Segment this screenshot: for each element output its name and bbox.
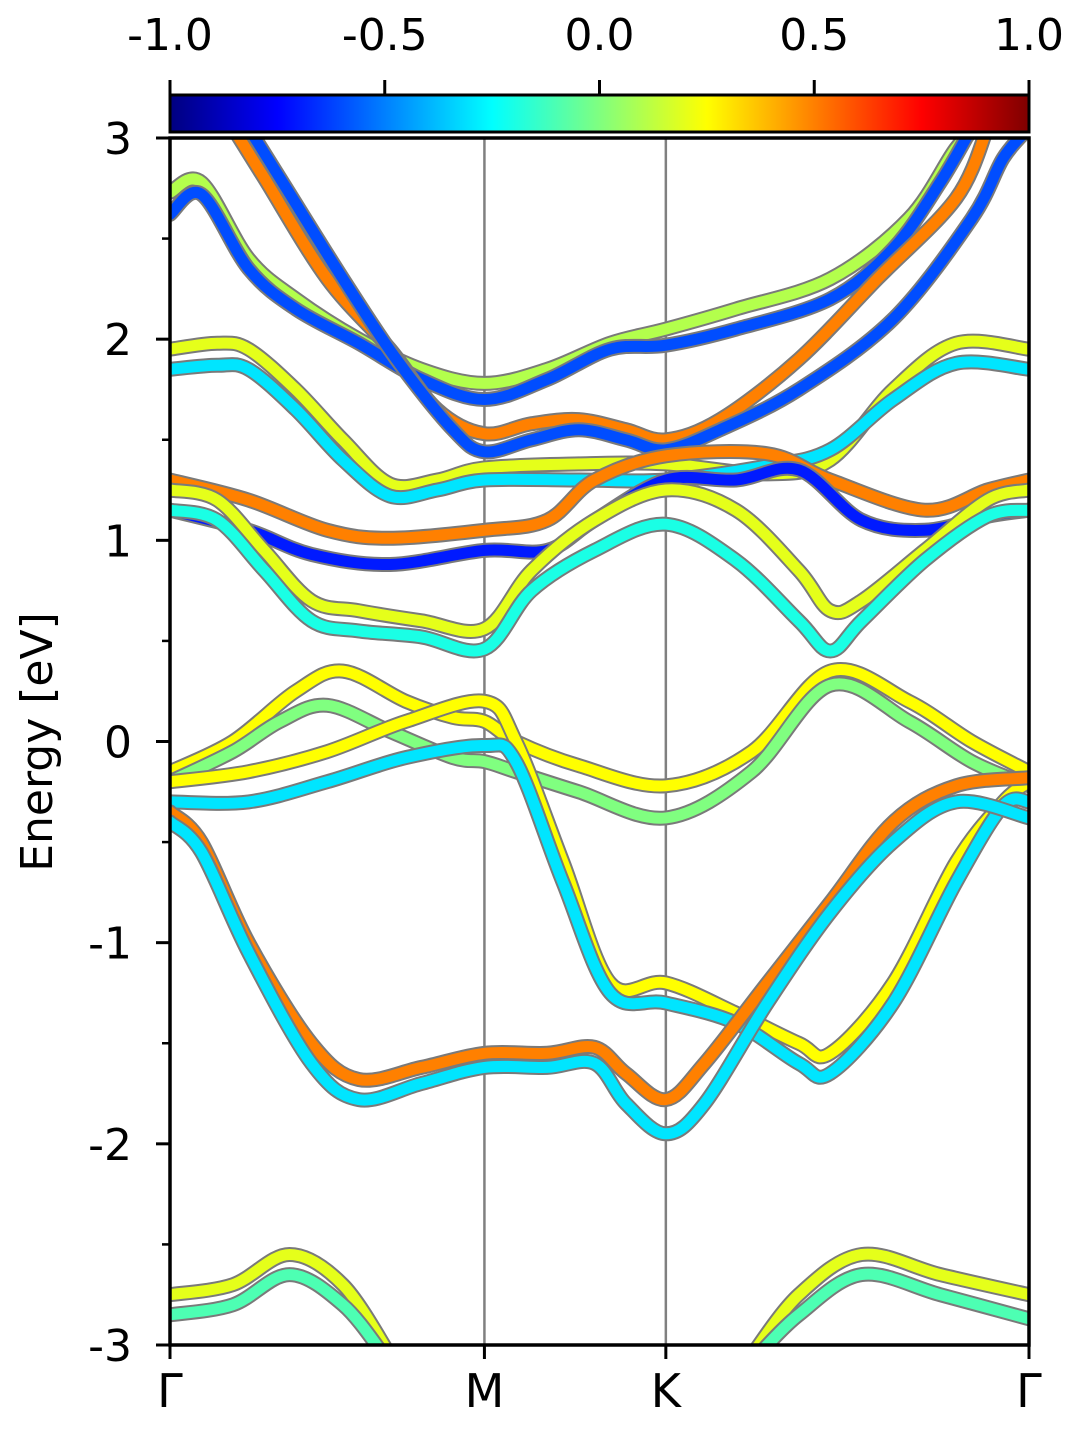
band-line	[170, 1249, 391, 1345]
colorbar-ticks: -1.0 -0.5 0.0 0.5 1.0	[127, 10, 1064, 95]
y-tick-label: 0	[104, 718, 132, 769]
colorbar-tick-label: 1.0	[994, 10, 1064, 61]
y-axis: 3 2 1 0 -1 -2 -3	[88, 114, 170, 1372]
y-tick-label: 2	[104, 315, 132, 366]
colorbar-tick-label: 0.5	[779, 10, 849, 61]
band-outline	[246, 138, 1029, 460]
band-line	[170, 356, 1029, 504]
x-tick-label: Γ	[157, 1364, 183, 1418]
band-line	[752, 1248, 1029, 1345]
band-line	[248, 138, 1027, 458]
band-line	[170, 695, 1029, 1063]
band-line	[170, 1269, 384, 1345]
band-line	[170, 739, 1029, 1083]
band-line	[170, 795, 1029, 1140]
x-tick-label: K	[651, 1364, 683, 1418]
colorbar-tick-label: -0.5	[342, 10, 428, 61]
y-tick-label: 1	[104, 516, 132, 567]
y-tick-label: -2	[88, 1120, 132, 1171]
x-tick-label: M	[465, 1364, 505, 1418]
band-line	[170, 446, 1029, 544]
y-tick-label: 3	[104, 114, 132, 165]
colorbar-gradient	[168, 93, 1031, 134]
bands	[170, 138, 1029, 1345]
band-line	[232, 138, 990, 446]
band-line	[170, 678, 1029, 824]
y-axis-label: Energy [eV]	[12, 612, 63, 872]
band-line	[170, 484, 1029, 638]
plot-area	[168, 136, 1031, 1347]
colorbar: -1.0 -0.5 0.0 0.5 1.0	[127, 10, 1064, 134]
band-line	[170, 504, 1029, 657]
y-tick-label: -3	[88, 1321, 132, 1372]
colorbar-tick-label: 0.0	[565, 10, 635, 61]
band-line	[170, 664, 1029, 792]
band-line	[170, 138, 973, 405]
x-tick-label: Γ	[1016, 1364, 1042, 1418]
band-line	[759, 1268, 1029, 1345]
y-tick-label: -1	[88, 919, 132, 970]
colorbar-tick-label: -1.0	[127, 10, 213, 61]
